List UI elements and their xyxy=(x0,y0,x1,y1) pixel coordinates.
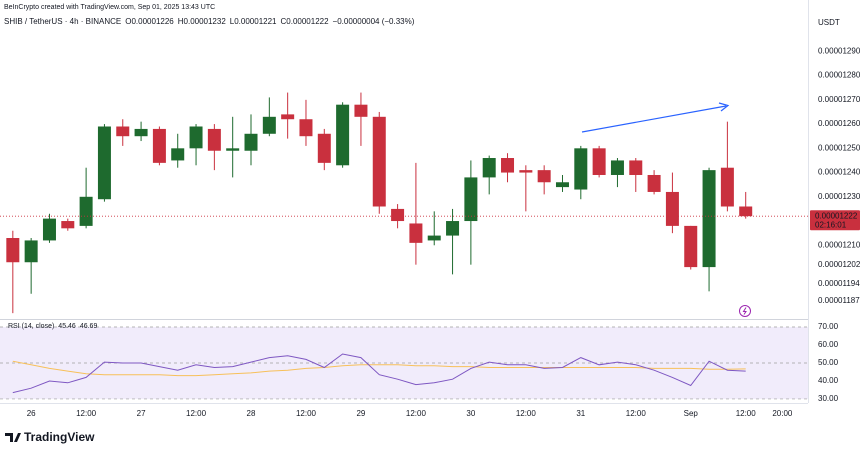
candle-body xyxy=(42,218,56,241)
candle-body xyxy=(244,133,258,151)
candle-body xyxy=(537,170,551,183)
y-tick-label: 0.00001250 xyxy=(818,143,861,152)
credit: BeInCrypto created with TradingView.com,… xyxy=(4,4,215,11)
candle-body xyxy=(317,133,331,163)
candle-body xyxy=(171,148,185,161)
ohlc-label: O xyxy=(125,17,131,26)
candle-body xyxy=(665,191,679,226)
y-tick-label: 0.00001270 xyxy=(818,95,861,104)
x-tick-label: 12:00 xyxy=(516,409,537,418)
x-tick-label: 12:00 xyxy=(76,409,97,418)
candle-body xyxy=(207,128,221,151)
y-tick-label: 0.00001290 xyxy=(818,46,861,55)
x-tick-label: 12:00 xyxy=(406,409,427,418)
y-tick-label: 0.00001240 xyxy=(818,168,861,177)
candle-body xyxy=(464,177,478,222)
ohlc-value: 0.00001232 xyxy=(184,17,227,26)
candle-body xyxy=(61,221,75,229)
candle-body xyxy=(409,223,423,243)
candle-body xyxy=(482,158,496,178)
ohlc-label: C xyxy=(281,17,287,26)
rsi-line xyxy=(12,353,746,394)
candle-body xyxy=(281,114,295,120)
rsi-ma-line xyxy=(12,360,746,377)
candle-body xyxy=(189,126,203,149)
x-tick-label: 27 xyxy=(137,409,146,418)
last-price-label: 0.00001222 xyxy=(815,211,858,220)
y-tick-label: 0.00001202 xyxy=(818,260,861,269)
lightning-icon xyxy=(739,305,751,317)
candle-body xyxy=(501,158,515,173)
x-tick-label: 12:00 xyxy=(296,409,317,418)
candle-body xyxy=(427,235,441,241)
y-tick-label: 0.00001187 xyxy=(818,296,860,305)
x-tick-label: 28 xyxy=(247,409,256,418)
y-tick-label: 0.00001194 xyxy=(818,279,860,288)
candle-body xyxy=(555,182,569,188)
ohlc-label: H xyxy=(178,17,184,26)
logo: TradingView xyxy=(5,430,95,444)
change: −0.00000004 (−0.33%) xyxy=(333,17,415,26)
currency: USDT xyxy=(818,18,840,27)
candle-body xyxy=(116,126,130,137)
y-tick-label: 70.00 xyxy=(818,322,839,331)
y-tick-label: 30.00 xyxy=(818,394,839,403)
y-tick-label: 0.00001260 xyxy=(818,119,861,128)
logo-text: TradingView xyxy=(24,430,95,444)
x-tick-label: 26 xyxy=(27,409,36,418)
symbol-title: SHIB / TetherUS · 4h · BINANCE xyxy=(4,17,121,26)
ohlc-value: 0.00001222 xyxy=(286,17,329,26)
rsi-value: 45.46 xyxy=(58,323,76,330)
y-tick-label: 50.00 xyxy=(818,358,839,367)
candle-body xyxy=(610,160,624,175)
x-tick-label: Sep xyxy=(684,409,699,418)
rsi-title: RSI (14, close) xyxy=(8,323,54,330)
candle-body xyxy=(702,170,716,268)
x-tick-label: 12:00 xyxy=(626,409,647,418)
x-tick-label: 31 xyxy=(576,409,585,418)
candle-body xyxy=(739,206,753,217)
candle-body xyxy=(519,170,533,173)
x-tick-label: 30 xyxy=(466,409,475,418)
ohlc-label: L xyxy=(230,17,235,26)
x-tick-label: 12:00 xyxy=(736,409,757,418)
candle-body xyxy=(336,104,350,166)
last-price-box xyxy=(810,210,860,231)
candle-body xyxy=(24,240,38,263)
countdown: 02:16:01 xyxy=(815,220,847,229)
candle-body xyxy=(574,148,588,190)
x-tick-label: 20:00 xyxy=(772,409,793,418)
candle-body xyxy=(354,104,368,117)
ohlc-value: 0.00001226 xyxy=(131,17,174,26)
y-tick-label: 0.00001230 xyxy=(818,192,861,201)
candle-body xyxy=(372,116,386,207)
candle-body xyxy=(262,116,276,134)
candle-body xyxy=(592,148,606,175)
candle-body xyxy=(647,174,661,192)
candle-body xyxy=(79,196,93,226)
candle-body xyxy=(152,128,166,163)
candle-body xyxy=(299,119,313,137)
ohlc-value: 0.00001221 xyxy=(234,17,277,26)
rsi-value: 46.69 xyxy=(80,323,98,330)
candle-body xyxy=(391,208,405,222)
candle-body xyxy=(684,225,698,268)
candle-body xyxy=(97,126,111,200)
candle-body xyxy=(720,167,734,207)
y-tick-label: 0.00001210 xyxy=(818,240,861,249)
y-tick-label: 60.00 xyxy=(818,340,839,349)
candle-body xyxy=(629,160,643,175)
candle-body xyxy=(446,221,460,236)
y-tick-label: 40.00 xyxy=(818,376,839,385)
candle-body xyxy=(226,148,240,151)
y-tick-label: 0.00001280 xyxy=(818,71,861,80)
candle-body xyxy=(6,238,20,263)
x-tick-label: 12:00 xyxy=(186,409,207,418)
candle-body xyxy=(134,128,148,137)
x-tick-label: 29 xyxy=(356,409,365,418)
